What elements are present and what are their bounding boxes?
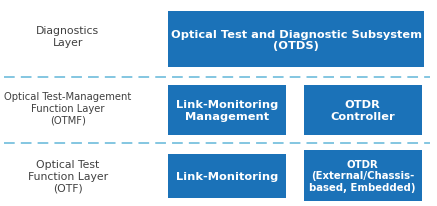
Text: OTDR
Controller: OTDR Controller — [330, 99, 395, 121]
Text: Diagnostics
Layer: Diagnostics Layer — [36, 26, 99, 48]
FancyBboxPatch shape — [168, 85, 286, 135]
FancyBboxPatch shape — [304, 85, 422, 135]
Text: Link-Monitoring
Management: Link-Monitoring Management — [176, 99, 278, 121]
Text: Optical Test and Diagnostic Subsystem
(OTDS): Optical Test and Diagnostic Subsystem (O… — [170, 29, 422, 51]
Text: OTDR
(External/Chassis-
based, Embedded): OTDR (External/Chassis- based, Embedded) — [309, 159, 416, 192]
Text: Optical Test-Management
Function Layer
(OTMF): Optical Test-Management Function Layer (… — [4, 92, 132, 125]
Text: Link-Monitoring: Link-Monitoring — [176, 171, 278, 181]
FancyBboxPatch shape — [304, 150, 422, 201]
Text: Optical Test
Function Layer
(OTF): Optical Test Function Layer (OTF) — [28, 160, 108, 193]
FancyBboxPatch shape — [168, 12, 424, 68]
FancyBboxPatch shape — [168, 154, 286, 198]
